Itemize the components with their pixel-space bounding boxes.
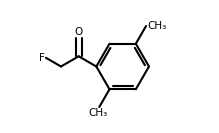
Text: O: O [74, 27, 83, 37]
Text: F: F [39, 53, 45, 63]
Text: CH₃: CH₃ [88, 108, 108, 118]
Text: CH₃: CH₃ [147, 21, 167, 31]
